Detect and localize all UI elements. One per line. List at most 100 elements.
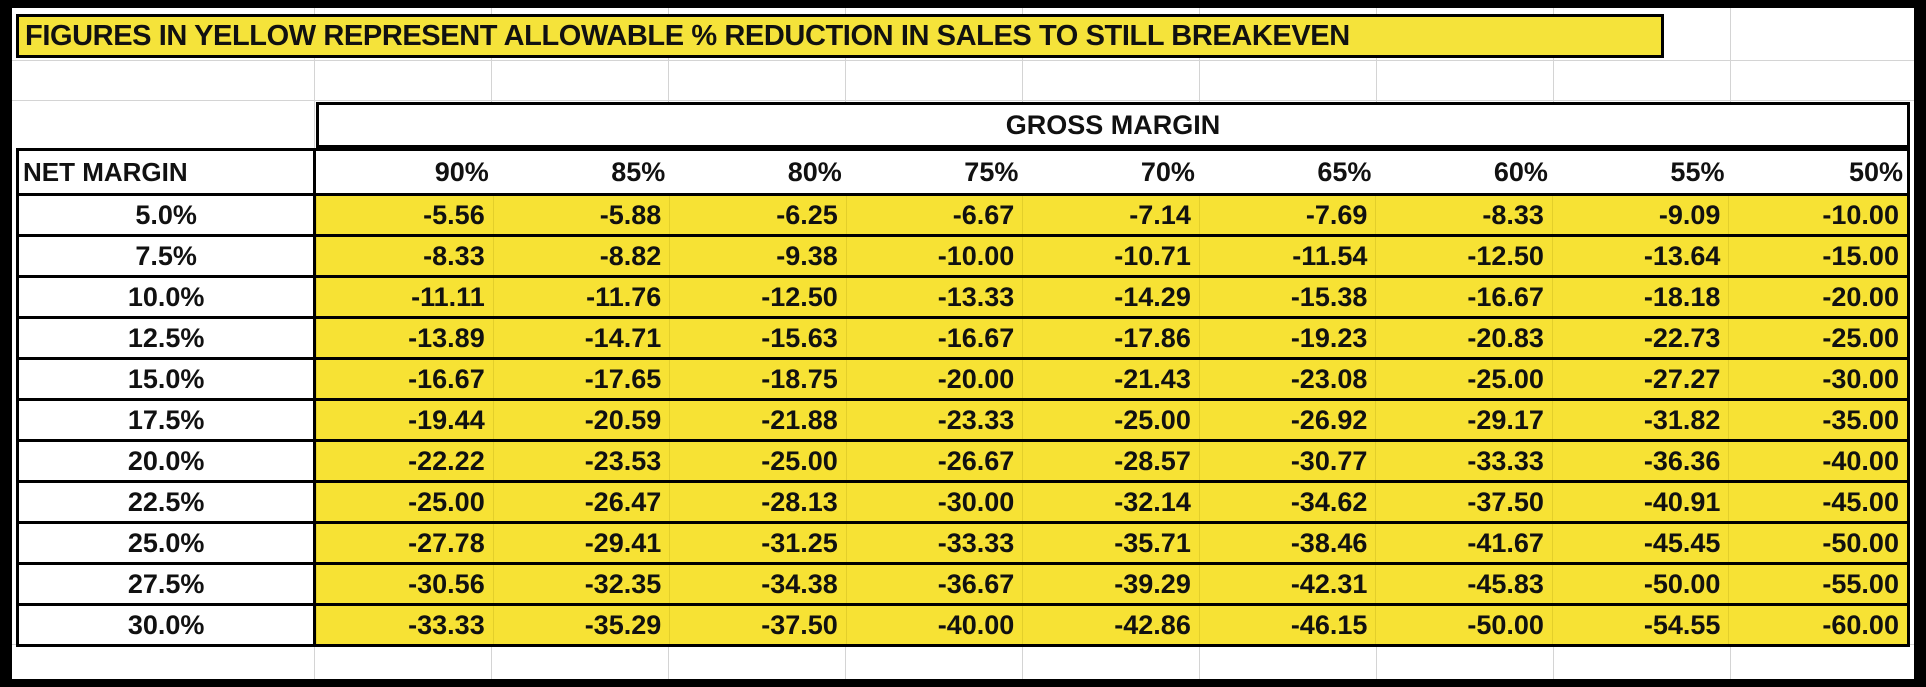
table-row: 17.5% -19.44 -20.59 -21.88 -23.33 -25.00 -26.9… bbox=[19, 398, 1907, 439]
breakeven-value-cell: -20.00 bbox=[1728, 278, 1907, 316]
table-row: 7.5% -8.33 -8.82 -9.38 -10.00 -10.71 -11.54 -12… bbox=[19, 234, 1907, 275]
gross-margin-column-header: 75% bbox=[845, 151, 1023, 193]
gross-margin-column-header: 50% bbox=[1728, 151, 1907, 193]
breakeven-value-cell: -34.38 bbox=[669, 565, 846, 603]
column-header-row: NET MARGIN 90% 85% 80% 75% 70% 65% 60% 5… bbox=[19, 151, 1907, 193]
breakeven-value-cell: -26.92 bbox=[1198, 401, 1376, 439]
table-row: 22.5% -25.00 -26.47 -28.13 -30.00 -32.14 -34.6… bbox=[19, 480, 1907, 521]
breakeven-value-cell: -40.91 bbox=[1551, 483, 1729, 521]
breakeven-value-cell: -13.33 bbox=[845, 278, 1023, 316]
breakeven-value-cell: -25.00 bbox=[669, 442, 846, 480]
breakeven-value-cell: -27.78 bbox=[316, 524, 493, 562]
breakeven-value-cell: -9.38 bbox=[669, 237, 846, 275]
breakeven-value-cell: -32.14 bbox=[1022, 483, 1199, 521]
breakeven-value-cell: -19.23 bbox=[1198, 319, 1376, 357]
breakeven-value-cell: -6.25 bbox=[669, 196, 846, 234]
breakeven-value-cell: -46.15 bbox=[1198, 606, 1376, 644]
breakeven-value-cell: -20.59 bbox=[492, 401, 670, 439]
breakeven-value-cell: -40.00 bbox=[845, 606, 1023, 644]
breakeven-value-cell: -37.50 bbox=[669, 606, 846, 644]
breakeven-value-cell: -8.33 bbox=[1375, 196, 1552, 234]
breakeven-value-cell: -29.17 bbox=[1375, 401, 1552, 439]
table-row: 27.5% -30.56 -32.35 -34.38 -36.67 -39.29 -42.3… bbox=[19, 562, 1907, 603]
breakeven-value-cell: -35.71 bbox=[1022, 524, 1199, 562]
breakeven-value-cell: -10.00 bbox=[845, 237, 1023, 275]
breakeven-value-cell: -6.67 bbox=[845, 196, 1023, 234]
breakeven-value-cell: -14.29 bbox=[1022, 278, 1199, 316]
spreadsheet-sheet: FIGURES IN YELLOW REPRESENT ALLOWABLE % … bbox=[12, 8, 1914, 679]
breakeven-value-cell: -27.27 bbox=[1551, 360, 1729, 398]
breakeven-value-cell: -23.33 bbox=[845, 401, 1023, 439]
breakeven-value-cell: -54.55 bbox=[1551, 606, 1729, 644]
breakeven-value-cell: -11.54 bbox=[1198, 237, 1376, 275]
breakeven-value-cell: -25.00 bbox=[1728, 319, 1907, 357]
breakeven-value-cell: -11.76 bbox=[492, 278, 670, 316]
breakeven-value-cell: -21.88 bbox=[669, 401, 846, 439]
breakeven-value-cell: -45.00 bbox=[1728, 483, 1907, 521]
net-margin-row-label: 15.0% bbox=[19, 360, 317, 398]
net-margin-header: NET MARGIN bbox=[19, 151, 317, 193]
breakeven-value-cell: -40.00 bbox=[1728, 442, 1907, 480]
breakeven-value-cell: -33.33 bbox=[1375, 442, 1552, 480]
breakeven-value-cell: -30.77 bbox=[1198, 442, 1376, 480]
breakeven-value-cell: -36.36 bbox=[1551, 442, 1729, 480]
breakeven-value-cell: -10.00 bbox=[1728, 196, 1907, 234]
breakeven-value-cell: -42.31 bbox=[1198, 565, 1376, 603]
table-row: 30.0% -33.33 -35.29 -37.50 -40.00 -42.86 -46.1… bbox=[19, 603, 1907, 644]
breakeven-value-cell: -22.22 bbox=[316, 442, 493, 480]
breakeven-value-cell: -50.00 bbox=[1551, 565, 1729, 603]
breakeven-value-cell: -25.00 bbox=[1375, 360, 1552, 398]
net-margin-row-label: 7.5% bbox=[19, 237, 317, 275]
gross-margin-column-header: 80% bbox=[669, 151, 846, 193]
breakeven-value-cell: -31.82 bbox=[1551, 401, 1729, 439]
breakeven-value-cell: -7.69 bbox=[1198, 196, 1376, 234]
breakeven-value-cell: -23.08 bbox=[1198, 360, 1376, 398]
table-body: 5.0% -5.56 -5.88 -6.25 -6.67 -7.14 -7.69 -8.33-… bbox=[19, 193, 1907, 644]
breakeven-value-cell: -13.64 bbox=[1551, 237, 1729, 275]
breakeven-value-cell: -5.56 bbox=[316, 196, 493, 234]
breakeven-value-cell: -50.00 bbox=[1728, 524, 1907, 562]
gridline bbox=[12, 100, 1914, 101]
breakeven-value-cell: -8.82 bbox=[492, 237, 670, 275]
gross-margin-column-header: 65% bbox=[1198, 151, 1376, 193]
net-margin-row-label: 17.5% bbox=[19, 401, 317, 439]
breakeven-value-cell: -55.00 bbox=[1728, 565, 1907, 603]
breakeven-value-cell: -29.41 bbox=[492, 524, 670, 562]
net-margin-row-label: 25.0% bbox=[19, 524, 317, 562]
breakeven-value-cell: -50.00 bbox=[1375, 606, 1552, 644]
net-margin-row-label: 10.0% bbox=[19, 278, 317, 316]
breakeven-value-cell: -33.33 bbox=[845, 524, 1023, 562]
breakeven-value-cell: -22.73 bbox=[1551, 319, 1729, 357]
breakeven-value-cell: -38.46 bbox=[1198, 524, 1376, 562]
breakeven-value-cell: -15.38 bbox=[1198, 278, 1376, 316]
breakeven-value-cell: -11.11 bbox=[316, 278, 493, 316]
breakeven-value-cell: -9.09 bbox=[1551, 196, 1729, 234]
breakeven-value-cell: -19.44 bbox=[316, 401, 493, 439]
breakeven-value-cell: -41.67 bbox=[1375, 524, 1552, 562]
breakeven-value-cell: -17.65 bbox=[492, 360, 670, 398]
net-margin-row-label: 20.0% bbox=[19, 442, 317, 480]
breakeven-value-cell: -14.71 bbox=[492, 319, 670, 357]
breakeven-value-cell: -39.29 bbox=[1022, 565, 1199, 603]
title-banner: FIGURES IN YELLOW REPRESENT ALLOWABLE % … bbox=[16, 14, 1664, 58]
breakeven-value-cell: -26.47 bbox=[492, 483, 670, 521]
breakeven-value-cell: -15.00 bbox=[1728, 237, 1907, 275]
breakeven-value-cell: -35.00 bbox=[1728, 401, 1907, 439]
breakeven-value-cell: -26.67 bbox=[845, 442, 1023, 480]
breakeven-value-cell: -10.71 bbox=[1022, 237, 1199, 275]
breakeven-value-cell: -25.00 bbox=[316, 483, 493, 521]
breakeven-value-cell: -13.89 bbox=[316, 319, 493, 357]
net-margin-row-label: 30.0% bbox=[19, 606, 317, 644]
breakeven-value-cell: -16.67 bbox=[1375, 278, 1552, 316]
table-row: 5.0% -5.56 -5.88 -6.25 -6.67 -7.14 -7.69 -8.33-… bbox=[19, 193, 1907, 234]
net-margin-row-label: 5.0% bbox=[19, 196, 317, 234]
breakeven-value-cell: -12.50 bbox=[1375, 237, 1552, 275]
breakeven-value-cell: -45.83 bbox=[1375, 565, 1552, 603]
breakeven-value-cell: -15.63 bbox=[669, 319, 846, 357]
breakeven-value-cell: -18.75 bbox=[669, 360, 846, 398]
gross-margin-column-header: 90% bbox=[316, 151, 493, 193]
table-row: 25.0% -27.78 -29.41 -31.25 -33.33 -35.71 -38.4… bbox=[19, 521, 1907, 562]
net-margin-row-label: 12.5% bbox=[19, 319, 317, 357]
gross-margin-column-header: 85% bbox=[492, 151, 670, 193]
breakeven-value-cell: -5.88 bbox=[492, 196, 670, 234]
